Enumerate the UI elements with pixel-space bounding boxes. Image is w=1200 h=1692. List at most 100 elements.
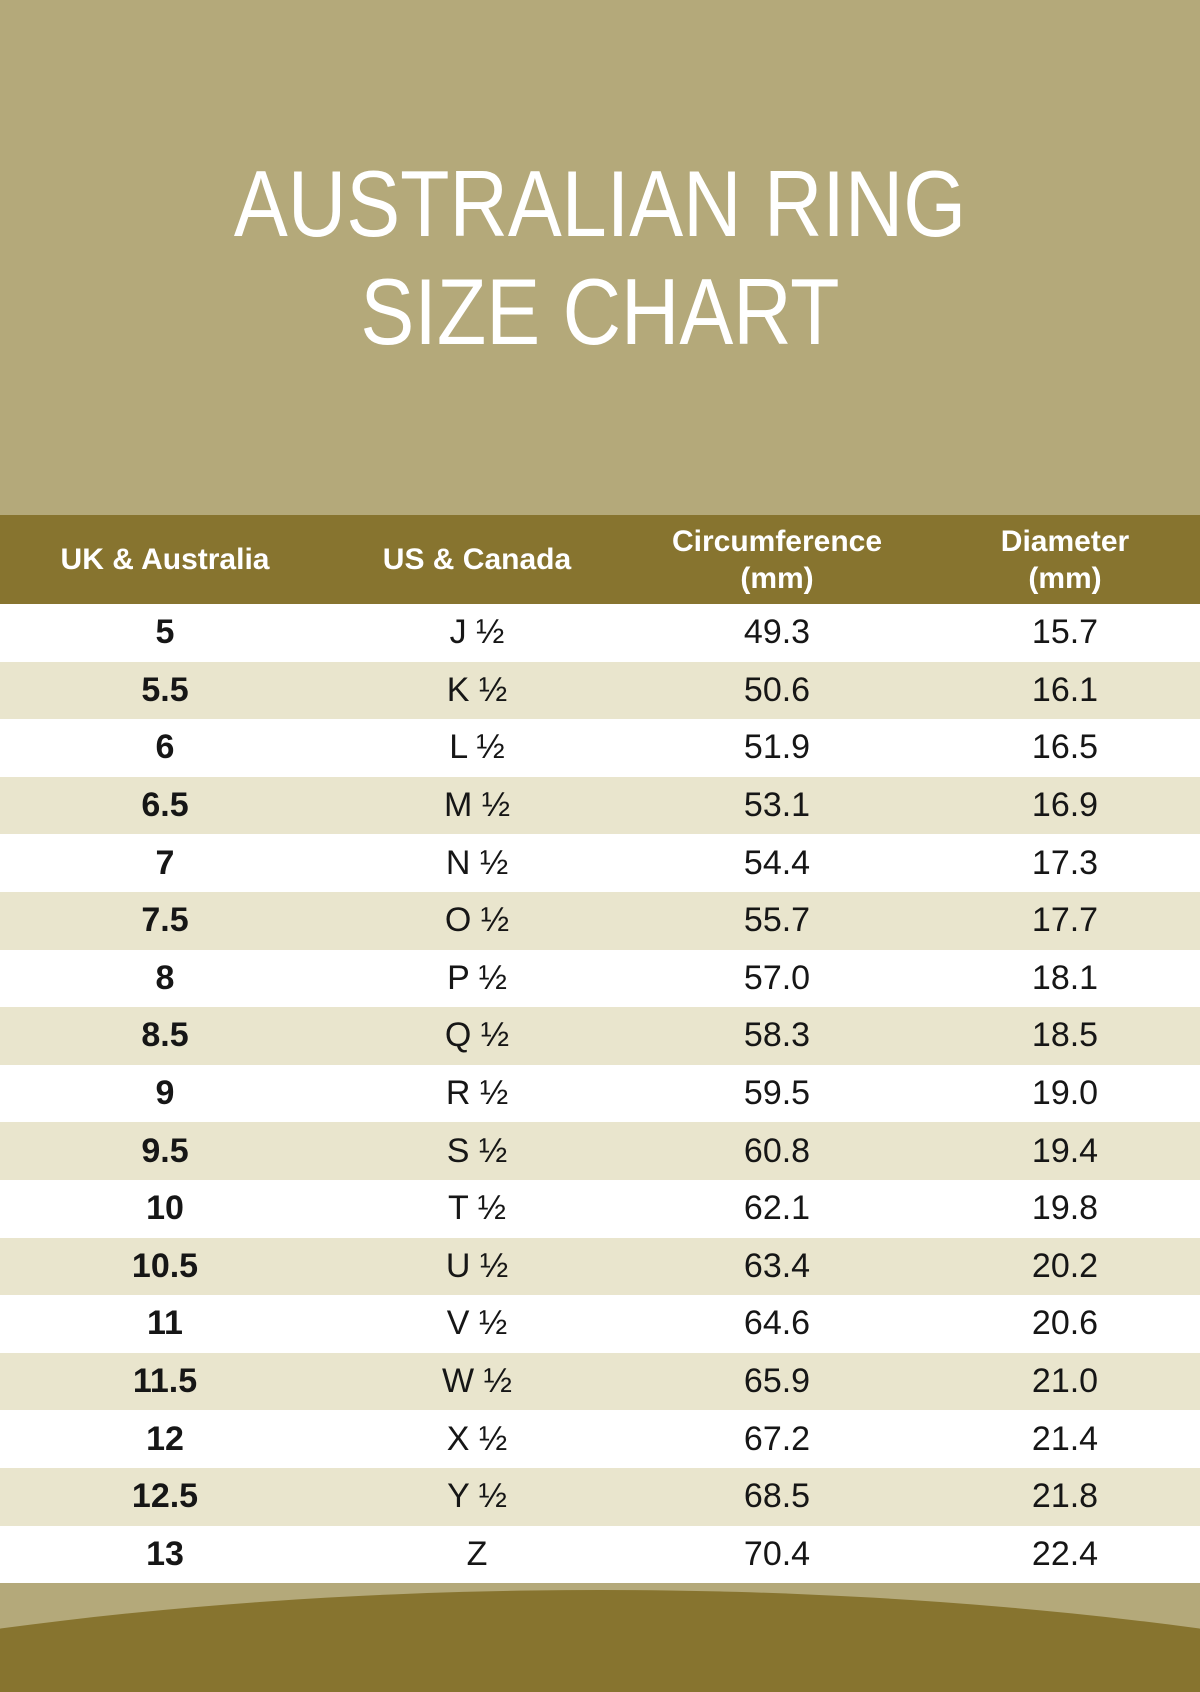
cell-circumference-mm: 68.5 bbox=[743, 1477, 811, 1516]
cell-uk-australia: 7.5 bbox=[141, 901, 189, 940]
cell-diameter-mm: 22.4 bbox=[1031, 1534, 1099, 1573]
table-row: 8 P ½ 57.0 18.1 bbox=[0, 949, 1200, 1008]
cell-uk-australia: 6 bbox=[155, 728, 175, 767]
table-row: 6 L ½ 51.9 16.5 bbox=[0, 719, 1200, 777]
cell-diameter-mm: 18.5 bbox=[1031, 1016, 1099, 1055]
cell-uk-australia: 8.5 bbox=[141, 1016, 189, 1055]
table-row: 13 Z 70.4 22.4 bbox=[0, 1525, 1200, 1584]
cell-circumference-mm: 50.6 bbox=[743, 670, 811, 709]
cell-diameter-mm: 20.2 bbox=[1031, 1246, 1099, 1285]
table-row: 8.5 Q ½ 58.3 18.5 bbox=[0, 1007, 1200, 1065]
table-row: 5 J ½ 49.3 15.7 bbox=[0, 604, 1200, 662]
cell-uk-australia: 9.5 bbox=[141, 1131, 189, 1170]
cell-us-canada: W ½ bbox=[442, 1362, 512, 1401]
cell-circumference-mm: 58.3 bbox=[743, 1016, 811, 1055]
cell-uk-australia: 5.5 bbox=[141, 670, 189, 709]
cell-circumference-mm: 65.9 bbox=[743, 1362, 811, 1401]
cell-uk-australia: 10 bbox=[146, 1189, 184, 1228]
column-header-label: UK & Australia bbox=[60, 543, 270, 576]
cell-circumference-mm: 70.4 bbox=[743, 1534, 811, 1573]
cell-us-canada: T ½ bbox=[448, 1189, 506, 1228]
column-header-label: Diameter bbox=[1000, 524, 1130, 558]
column-header-us-canada: US & Canada bbox=[330, 515, 624, 604]
cell-us-canada: Y ½ bbox=[447, 1477, 507, 1516]
cell-diameter-mm: 16.1 bbox=[1031, 670, 1099, 709]
cell-us-canada: R ½ bbox=[445, 1074, 509, 1113]
cell-diameter-mm: 21.4 bbox=[1031, 1419, 1099, 1458]
page-title-line2: SIZE CHART bbox=[360, 259, 840, 364]
cell-circumference-mm: 49.3 bbox=[743, 613, 811, 652]
cell-circumference-mm: 60.8 bbox=[743, 1131, 811, 1170]
table-row: 11 V ½ 64.6 20.6 bbox=[0, 1295, 1200, 1353]
column-header-unit: (mm) bbox=[1028, 561, 1102, 595]
cell-diameter-mm: 16.5 bbox=[1031, 728, 1099, 767]
table-row: 9 R ½ 59.5 19.0 bbox=[0, 1064, 1200, 1123]
cell-us-canada: N ½ bbox=[445, 843, 509, 882]
cell-uk-australia: 8 bbox=[155, 958, 175, 997]
table-header-row: UK & Australia US & Canada Circumference… bbox=[0, 515, 1200, 604]
cell-circumference-mm: 63.4 bbox=[743, 1246, 811, 1285]
table-row: 10.5 U ½ 63.4 20.2 bbox=[0, 1237, 1200, 1296]
cell-us-canada: L ½ bbox=[449, 728, 505, 767]
cell-us-canada: J ½ bbox=[449, 613, 505, 652]
cell-diameter-mm: 21.8 bbox=[1031, 1477, 1099, 1516]
table-row: 6.5 M ½ 53.1 16.9 bbox=[0, 776, 1200, 835]
cell-diameter-mm: 21.0 bbox=[1031, 1362, 1099, 1401]
cell-us-canada: Z bbox=[466, 1534, 488, 1573]
cell-circumference-mm: 67.2 bbox=[743, 1419, 811, 1458]
cell-diameter-mm: 18.1 bbox=[1031, 958, 1099, 997]
cell-circumference-mm: 62.1 bbox=[743, 1189, 811, 1228]
cell-us-canada: O ½ bbox=[444, 901, 510, 940]
cell-uk-australia: 5 bbox=[155, 613, 175, 652]
hero-section: AUSTRALIAN RING SIZE CHART bbox=[0, 0, 1200, 515]
cell-circumference-mm: 57.0 bbox=[743, 958, 811, 997]
column-header-diameter: Diameter (mm) bbox=[930, 515, 1200, 604]
cell-diameter-mm: 17.7 bbox=[1031, 901, 1099, 940]
column-header-circumference: Circumference (mm) bbox=[624, 515, 930, 604]
cell-us-canada: S ½ bbox=[446, 1131, 508, 1170]
cell-circumference-mm: 53.1 bbox=[743, 786, 811, 825]
table-row: 5.5 K ½ 50.6 16.1 bbox=[0, 661, 1200, 720]
cell-circumference-mm: 54.4 bbox=[743, 843, 811, 882]
cell-diameter-mm: 19.0 bbox=[1031, 1074, 1099, 1113]
cell-uk-australia: 11 bbox=[147, 1304, 183, 1343]
column-header-uk-australia: UK & Australia bbox=[0, 515, 330, 604]
column-header-label: US & Canada bbox=[382, 543, 572, 576]
cell-diameter-mm: 15.7 bbox=[1031, 613, 1099, 652]
table-body: 5 J ½ 49.3 15.7 5.5 K ½ 50.6 16.1 6 L ½ 51.9 16.5 6.… bbox=[0, 604, 1200, 1584]
cell-diameter-mm: 20.6 bbox=[1031, 1304, 1099, 1343]
cell-diameter-mm: 19.8 bbox=[1031, 1189, 1099, 1228]
cell-uk-australia: 9 bbox=[155, 1074, 175, 1113]
cell-diameter-mm: 19.4 bbox=[1031, 1131, 1099, 1170]
cell-us-canada: P ½ bbox=[447, 958, 507, 997]
cell-uk-australia: 7 bbox=[155, 843, 175, 882]
cell-diameter-mm: 16.9 bbox=[1031, 786, 1099, 825]
cell-circumference-mm: 55.7 bbox=[743, 901, 811, 940]
cell-us-canada: X ½ bbox=[446, 1419, 508, 1458]
cell-uk-australia: 11.5 bbox=[132, 1362, 198, 1401]
cell-circumference-mm: 59.5 bbox=[743, 1074, 811, 1113]
footer-section bbox=[0, 1583, 1200, 1692]
table-row: 7 N ½ 54.4 17.3 bbox=[0, 834, 1200, 892]
cell-uk-australia: 12.5 bbox=[131, 1477, 199, 1516]
cell-circumference-mm: 51.9 bbox=[743, 728, 811, 767]
cell-us-canada: M ½ bbox=[443, 786, 511, 825]
table-row: 7.5 O ½ 55.7 17.7 bbox=[0, 891, 1200, 950]
page-title-line1: AUSTRALIAN RING bbox=[233, 151, 967, 256]
cell-uk-australia: 13 bbox=[146, 1534, 184, 1573]
cell-us-canada: K ½ bbox=[446, 670, 508, 709]
cell-us-canada: U ½ bbox=[445, 1246, 509, 1285]
cell-uk-australia: 6.5 bbox=[141, 786, 189, 825]
cell-us-canada: V ½ bbox=[446, 1304, 508, 1343]
cell-uk-australia: 12 bbox=[146, 1419, 184, 1458]
cell-us-canada: Q ½ bbox=[444, 1016, 510, 1055]
table-row: 12.5 Y ½ 68.5 21.8 bbox=[0, 1467, 1200, 1526]
column-header-unit: (mm) bbox=[740, 561, 814, 595]
column-header-label: Circumference bbox=[671, 524, 883, 558]
table-row: 10 T ½ 62.1 19.8 bbox=[0, 1179, 1200, 1238]
cell-diameter-mm: 17.3 bbox=[1031, 843, 1099, 882]
cell-circumference-mm: 64.6 bbox=[743, 1304, 811, 1343]
table-row: 11.5 W ½ 65.9 21.0 bbox=[0, 1352, 1200, 1411]
cell-uk-australia: 10.5 bbox=[131, 1246, 199, 1285]
